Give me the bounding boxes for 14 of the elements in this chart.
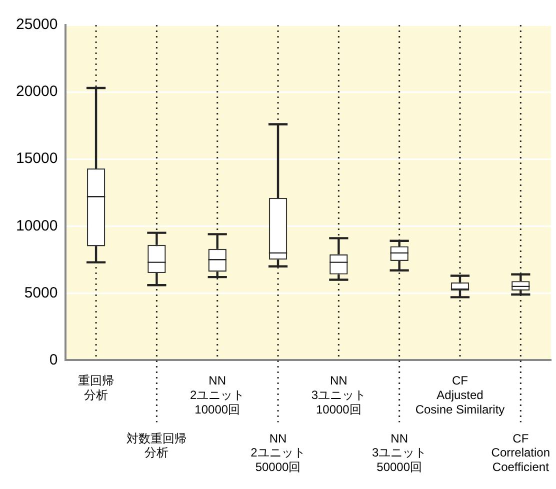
- x-tick-label: NN 2ユニット 10000回: [190, 374, 245, 417]
- y-tick-label: 20000: [16, 83, 58, 100]
- y-tick-label: 15000: [16, 150, 58, 168]
- y-tick-label: 0: [49, 351, 58, 368]
- x-tick-label: 重回帰分析: [78, 374, 114, 402]
- y-tick-label: 25000: [16, 16, 58, 34]
- x-tick-label: NN 3ユニット 10000回: [311, 374, 366, 417]
- y-tick-label: 5000: [24, 284, 58, 302]
- y-tick-label: 10000: [16, 217, 58, 234]
- x-tick-label: NN 3ユニット 50000回: [372, 431, 427, 474]
- x-tick-label: NN 2ユニット 50000回: [250, 431, 306, 474]
- x-tick-label: 対数重回帰分析: [126, 431, 187, 460]
- x-tick-label: CF Correlation Coefficient: [491, 431, 550, 474]
- x-tick-label: CF Adjusted Cosine Similarity: [415, 374, 505, 417]
